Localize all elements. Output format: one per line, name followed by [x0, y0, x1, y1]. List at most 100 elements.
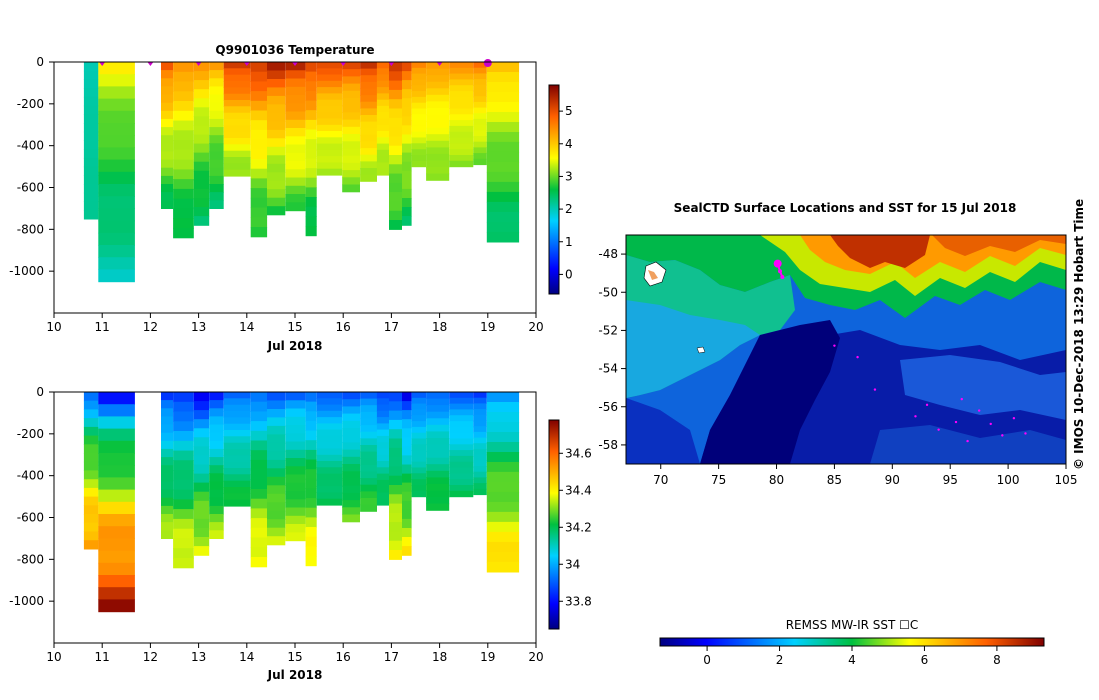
- map-colorbar-tick-label: 0: [703, 653, 711, 667]
- profile-cell: [267, 180, 286, 190]
- profile-cell: [250, 91, 268, 102]
- profile-cell: [161, 473, 174, 482]
- profile-cell: [316, 149, 343, 157]
- profile-cell: [376, 398, 389, 406]
- profile-cell: [285, 194, 306, 203]
- profile-cell: [161, 159, 174, 169]
- profile-cell: [360, 81, 377, 90]
- profile-cell: [209, 135, 224, 144]
- profile-cell: [360, 458, 377, 466]
- profile-cell: [173, 518, 194, 530]
- x-tick-label: 17: [384, 650, 399, 664]
- profile-cell: [402, 198, 412, 208]
- profile-cell: [209, 102, 224, 112]
- profile-cell: [360, 471, 377, 479]
- profile-marker: [388, 62, 395, 66]
- x-tick-label: 10: [46, 320, 61, 334]
- profile-cell: [250, 71, 268, 82]
- profile-cell: [389, 117, 402, 128]
- profile-marker: [147, 62, 154, 66]
- profile-cell: [173, 110, 194, 122]
- profile-cell: [173, 470, 194, 481]
- profile-cell: [402, 546, 412, 556]
- profile-cell: [285, 392, 306, 401]
- profile-cell: [161, 448, 174, 458]
- profile-cell: [449, 137, 474, 144]
- profile-cell: [285, 458, 306, 467]
- profile-cell: [360, 398, 377, 406]
- profile-cell: [285, 161, 306, 170]
- profile-cell: [193, 546, 210, 556]
- profile-cell: [426, 134, 450, 142]
- profile-cell: [267, 459, 286, 469]
- profile-column: [473, 392, 487, 496]
- profile-cell: [173, 208, 194, 219]
- profile-cell: [342, 83, 360, 92]
- profile-cell: [426, 62, 450, 70]
- profile-cell: [285, 400, 306, 410]
- map-x-tick-label: 95: [943, 473, 958, 487]
- profile-column: [285, 62, 306, 212]
- map-title: SealCTD Surface Locations and SST for 15…: [674, 201, 1017, 215]
- profile-cell: [486, 221, 520, 233]
- profile-cell: [389, 466, 402, 477]
- x-tick-label: 11: [95, 650, 110, 664]
- profile-cell: [449, 415, 474, 422]
- profile-cell: [486, 412, 520, 423]
- profile-cell: [360, 168, 377, 176]
- profile-cell: [316, 68, 343, 76]
- profile-cell: [316, 87, 343, 94]
- profile-cell: [305, 527, 317, 538]
- profile-cell: [402, 528, 412, 538]
- x-tick-label: 15: [287, 320, 302, 334]
- map-colorbar-tick-label: 4: [848, 653, 856, 667]
- profile-cell: [193, 71, 210, 81]
- copyright-note: © IMOS 10-Dec-2018 13:29 Hobart Time: [1072, 198, 1086, 470]
- profile-cell: [83, 409, 99, 419]
- profile-cell: [285, 78, 306, 88]
- profile-cell: [223, 430, 251, 437]
- profile-column: [316, 392, 343, 506]
- profile-cell: [267, 536, 286, 546]
- profile-cell: [402, 179, 412, 190]
- profile-cell: [173, 460, 194, 471]
- profile-cell: [173, 440, 194, 452]
- x-tick-label: 14: [239, 650, 254, 664]
- profile-cell: [411, 62, 427, 69]
- profile-cell: [411, 432, 427, 440]
- profile-cell: [473, 471, 487, 478]
- profile-cell: [267, 146, 286, 156]
- profile-column: [449, 392, 474, 498]
- profile-cell: [376, 417, 389, 424]
- colorbar-tick-label: 1: [565, 235, 573, 249]
- profile-cell: [161, 440, 174, 450]
- profile-cell: [376, 467, 389, 475]
- profile-column: [376, 392, 389, 506]
- profile-cell: [316, 131, 343, 138]
- profile-cell: [376, 149, 389, 157]
- profile-column: [209, 62, 224, 209]
- profile-cell: [98, 147, 135, 161]
- seal-location-point: [833, 344, 836, 347]
- profile-cell: [161, 514, 174, 523]
- profile-cell: [449, 432, 474, 440]
- profile-cell: [376, 410, 389, 418]
- profile-cell: [449, 421, 474, 428]
- profile-cell: [173, 62, 194, 73]
- profile-cell: [223, 398, 251, 406]
- profile-cell: [83, 531, 99, 541]
- profile-cell: [376, 461, 389, 468]
- profile-cell: [173, 450, 194, 461]
- profile-cell: [402, 161, 412, 172]
- profile-cell: [223, 474, 251, 482]
- profile-cell: [342, 112, 360, 121]
- profile-cell: [376, 156, 389, 163]
- profile-cell: [316, 461, 343, 468]
- profile-cell: [449, 67, 474, 75]
- profile-cell: [389, 550, 402, 560]
- profile-cell: [486, 141, 520, 153]
- profile-cell: [209, 94, 224, 104]
- profile-cell: [342, 471, 360, 480]
- profile-cell: [360, 431, 377, 439]
- profile-cell: [473, 443, 487, 450]
